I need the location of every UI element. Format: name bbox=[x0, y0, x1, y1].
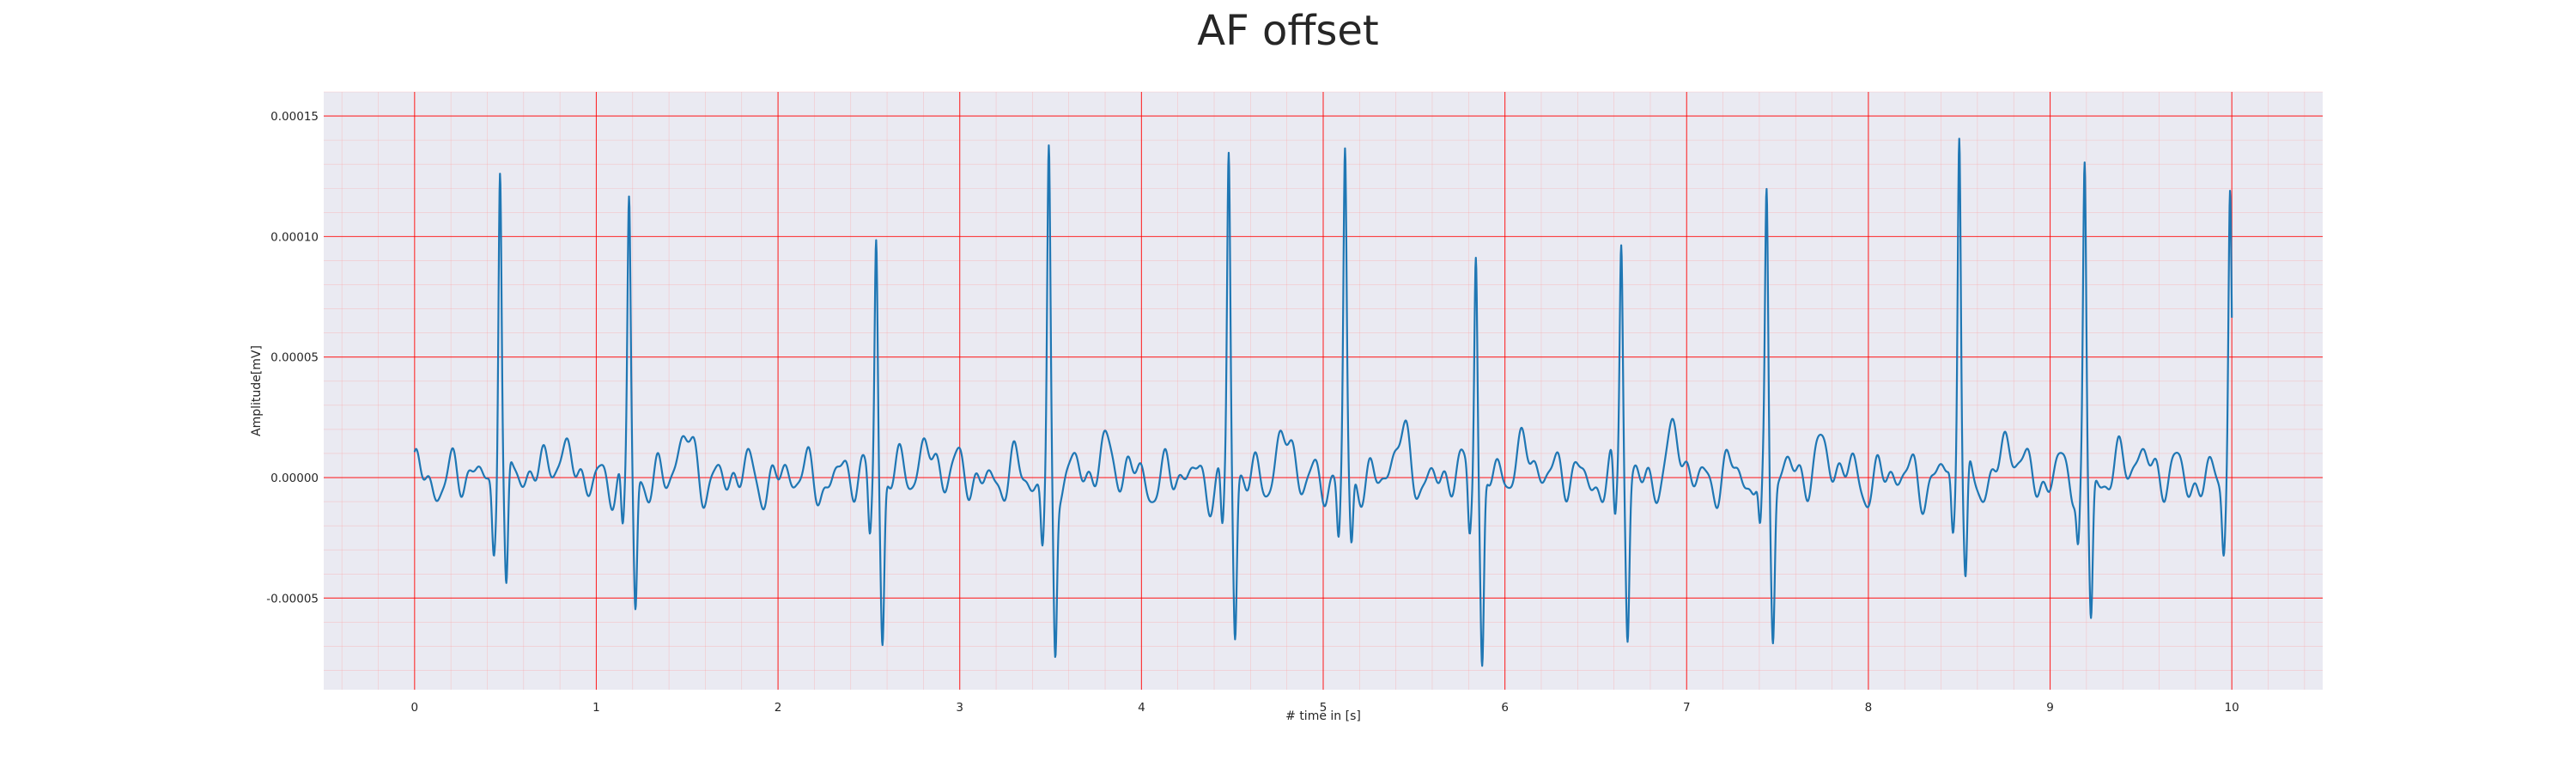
x-axis-label: # time in [s] bbox=[1285, 709, 1361, 723]
x-tick-label: 1 bbox=[592, 701, 600, 715]
y-tick-labels: -0.00005 0.00000 0.00005 0.00010 0.00015 bbox=[266, 110, 319, 606]
y-tick-label: -0.00005 bbox=[266, 592, 319, 606]
y-tick-label: 0.00015 bbox=[270, 110, 319, 124]
x-tick-label: 6 bbox=[1501, 701, 1509, 715]
x-tick-labels: 0 1 2 3 4 5 6 7 8 9 10 bbox=[411, 701, 2239, 715]
y-tick-label: 0.00005 bbox=[270, 351, 319, 365]
major-grid bbox=[324, 92, 2323, 690]
y-tick-label: 0.00000 bbox=[270, 472, 319, 485]
x-tick-label: 5 bbox=[1320, 701, 1327, 715]
y-tick-label: 0.00010 bbox=[270, 230, 319, 244]
x-tick-label: 9 bbox=[2046, 701, 2054, 715]
series-layer bbox=[413, 137, 2233, 667]
ecg-series-line bbox=[413, 137, 2233, 667]
x-tick-label: 7 bbox=[1683, 701, 1691, 715]
y-axis-label: Amplitude[mV] bbox=[250, 345, 264, 436]
x-tick-label: 8 bbox=[1865, 701, 1873, 715]
x-tick-label: 0 bbox=[411, 701, 419, 715]
x-tick-label: 3 bbox=[956, 701, 963, 715]
x-tick-label: 4 bbox=[1138, 701, 1145, 715]
chart-title: AF offset bbox=[1197, 7, 1379, 55]
x-tick-label: 10 bbox=[2225, 701, 2239, 715]
x-tick-label: 2 bbox=[775, 701, 782, 715]
